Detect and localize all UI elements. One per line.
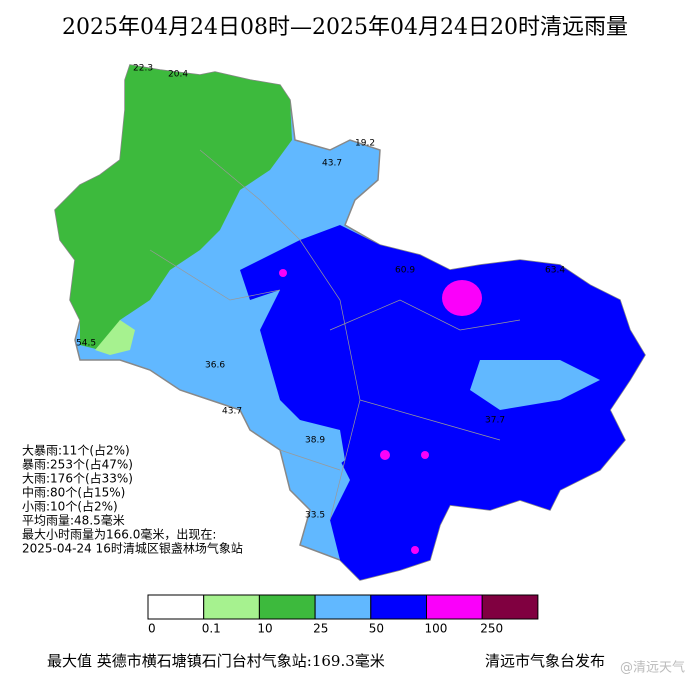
legend-swatch (147, 594, 205, 620)
station-value: 37.7 (485, 416, 505, 426)
legend-swatch (203, 594, 260, 620)
stat-line: 暴雨:253个(占47%) (22, 457, 133, 472)
stat-line: 小雨:10个(占2%) (22, 499, 118, 514)
station-value: 38.9 (305, 436, 325, 446)
legend-swatch (258, 594, 316, 620)
station-value: 63.4 (545, 266, 565, 276)
stats: 大暴雨:11个(占2%) 暴雨:253个(占47%) 大雨:176个(占33%)… (22, 443, 243, 556)
station-value: 60.9 (395, 266, 415, 276)
stat-line: 2025-04-24 16时清城区银盏林场气象站 (22, 541, 243, 556)
legend-swatch (481, 594, 539, 620)
stat-line: 中雨:80个(占15%) (22, 485, 125, 500)
blue-area (240, 225, 645, 580)
legend-swatch (426, 594, 483, 620)
legend-swatch (370, 594, 427, 620)
station-value: 19.2 (355, 139, 375, 149)
station-value: 36.6 (205, 361, 225, 371)
watermark: @清远天气 (620, 660, 685, 676)
station-value: 43.7 (322, 159, 342, 169)
publisher: 清远市气象台发布 (485, 652, 605, 670)
title: 2025年04月24日08时—2025年04月24日20时清远雨量 (62, 15, 628, 40)
station-value: 54.5 (76, 339, 96, 349)
light-blue-band (300, 420, 345, 480)
light-green-area (95, 320, 135, 355)
max-value-note: 最大值 英德市横石塘镇石门台村气象站:169.3毫米 (47, 652, 385, 670)
map: 22.3 20.4 19.2 43.7 60.9 63.4 37.7 54.5 … (54, 64, 646, 581)
stat-line: 大雨:176个(占33%) (22, 471, 133, 486)
green-area (55, 65, 292, 350)
station-value: 43.7 (222, 407, 242, 417)
heavy-rain-area (421, 451, 429, 459)
stat-line: 最大小时雨量为166.0毫米，出现在: (22, 527, 216, 542)
heavy-rain-area (411, 546, 419, 554)
heavy-rain-area (442, 280, 482, 316)
light-blue-band (470, 360, 600, 410)
legend: 0 0.1 10 25 50 100 250 (147, 594, 539, 636)
legend-swatch (314, 594, 372, 620)
legend-label: 250 (480, 622, 503, 636)
stat-line: 平均雨量:48.5毫米 (22, 513, 125, 528)
station-value: 20.4 (168, 70, 188, 80)
legend-label: 0.1 (202, 622, 221, 636)
legend-label: 0 (148, 622, 156, 636)
legend-label: 50 (369, 622, 384, 636)
heavy-rain-area (380, 450, 390, 460)
legend-label: 10 (257, 622, 272, 636)
stat-line: 大暴雨:11个(占2%) (22, 443, 130, 458)
county-lines (149, 149, 521, 521)
legend-label: 100 (425, 622, 448, 636)
station-value: 22.3 (133, 64, 153, 74)
legend-label: 25 (313, 622, 328, 636)
heavy-rain-area (279, 269, 287, 277)
station-value: 33.5 (305, 511, 325, 521)
